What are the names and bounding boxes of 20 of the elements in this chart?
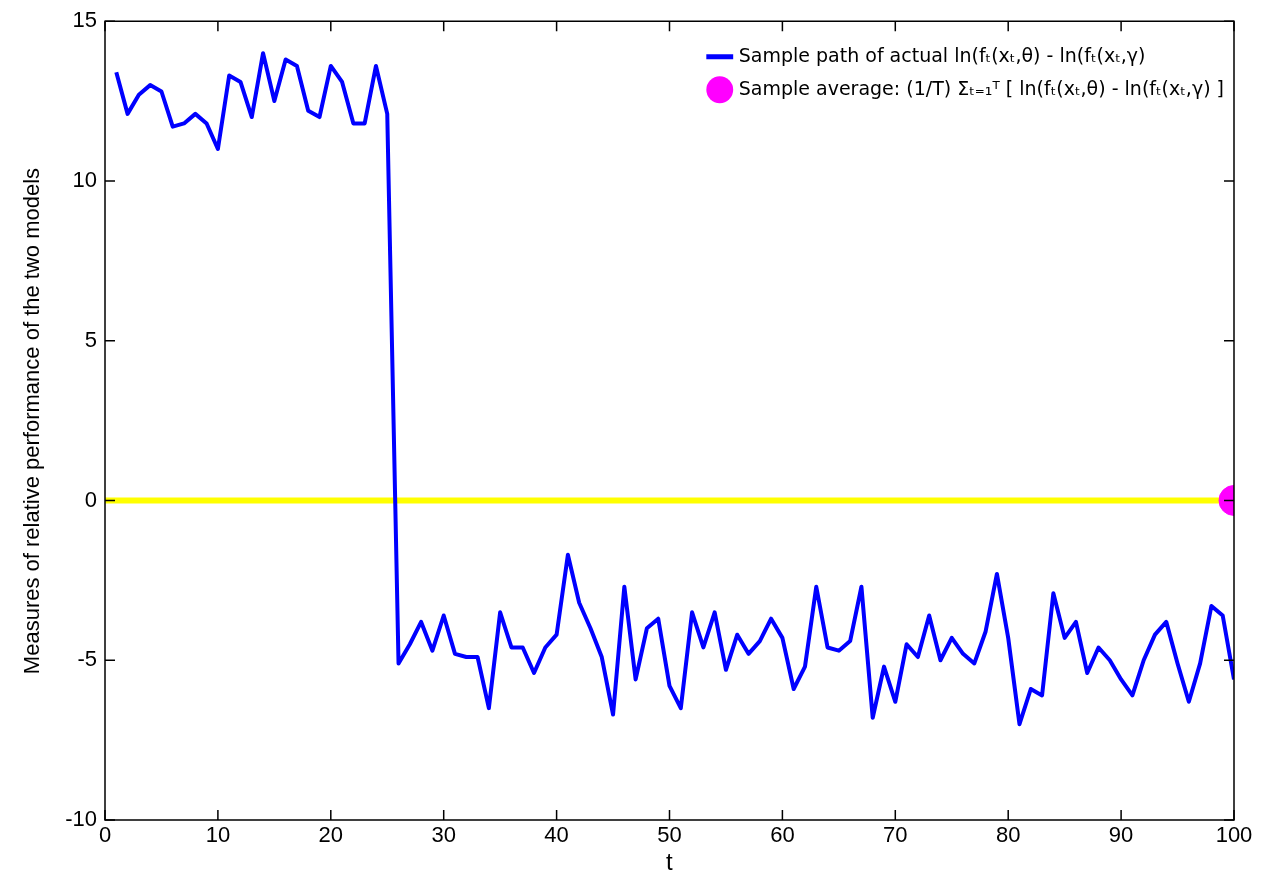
legend-label: Sample path of actual ln(fₜ(xₜ,θ) - ln(fₜ(xₜ,γ) bbox=[738, 43, 1146, 66]
x-tick-label: 30 bbox=[431, 822, 456, 848]
y-tick-label: 15 bbox=[72, 7, 97, 33]
x-tick-label: 90 bbox=[1108, 822, 1134, 848]
x-tick-label: 60 bbox=[770, 822, 795, 848]
y-tick-label: 10 bbox=[72, 167, 97, 193]
x-tick-label: 10 bbox=[205, 822, 231, 848]
y-axis-title: Measures of relative performance of the two models bbox=[19, 167, 46, 674]
legend-label: Sample average: (1/T) Σₜ₌₁ᵀ [ ln(fₜ(xₜ,θ) - ln(fₜ(xₜ,γ) ] bbox=[738, 76, 1225, 99]
y-tick-label: -5 bbox=[77, 646, 97, 672]
y-tick-label: 0 bbox=[84, 486, 97, 512]
y-tick-label: -10 bbox=[65, 806, 97, 832]
x-tick-label: 50 bbox=[657, 822, 682, 848]
x-axis-title: t bbox=[666, 848, 673, 876]
y-tick-label: 5 bbox=[84, 326, 97, 352]
x-tick-label: 70 bbox=[883, 822, 908, 848]
x-tick-label: 40 bbox=[544, 822, 569, 848]
x-tick-label: 100 bbox=[1215, 822, 1253, 848]
x-tick-label: 80 bbox=[995, 822, 1021, 848]
x-tick-label: 20 bbox=[318, 822, 344, 848]
